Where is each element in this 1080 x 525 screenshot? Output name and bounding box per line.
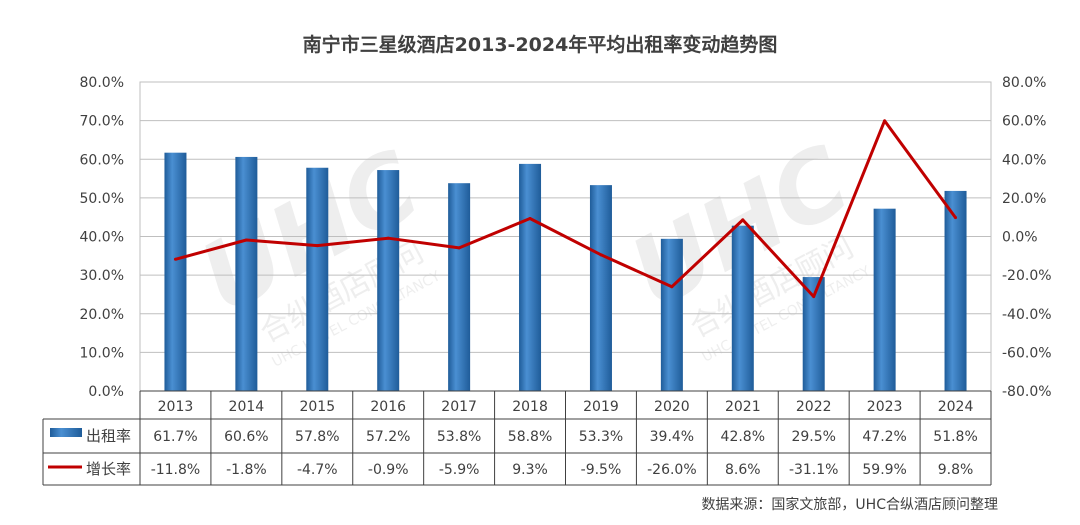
bar-2015 xyxy=(306,167,329,391)
x-tick-label: 2023 xyxy=(867,399,903,415)
y-left-tick-label: 50.0% xyxy=(80,191,124,207)
x-tick-label: 2013 xyxy=(158,399,194,415)
bar-2019 xyxy=(589,185,612,391)
x-tick-label: 2016 xyxy=(370,399,406,415)
y-left-tick-label: 0.0% xyxy=(88,384,124,400)
table-cell-growth: -4.7% xyxy=(297,462,338,478)
line-series xyxy=(173,119,958,299)
line-point-2020 xyxy=(670,285,674,289)
table-cell-growth: 9.3% xyxy=(512,462,548,478)
y-left-tick-label: 40.0% xyxy=(80,230,124,246)
table-cell-growth: -0.9% xyxy=(368,462,409,478)
y-right-tick-label: -60.0% xyxy=(1002,345,1052,361)
legend-bar-swatch xyxy=(50,428,82,437)
y-right-tick-label: 80.0% xyxy=(1002,75,1046,91)
line-point-2017 xyxy=(457,246,461,250)
bar-2020 xyxy=(660,238,683,391)
legend-line-label: 增长率 xyxy=(86,460,131,478)
bar-2017 xyxy=(448,183,471,391)
line-point-2014 xyxy=(244,238,248,242)
y-left-tick-label: 80.0% xyxy=(80,75,124,91)
bar-2023 xyxy=(873,208,896,391)
line-point-2015 xyxy=(315,244,319,248)
y-right-tick-label: 20.0% xyxy=(1002,191,1046,207)
table-cell-occupancy: 53.8% xyxy=(437,429,481,445)
table-cell-occupancy: 60.6% xyxy=(224,429,268,445)
growth-line xyxy=(175,119,957,299)
table-cell-occupancy: 29.5% xyxy=(791,429,835,445)
table-cell-occupancy: 39.4% xyxy=(650,429,694,445)
y-left-tick-label: 30.0% xyxy=(80,268,124,284)
line-point-2019 xyxy=(599,253,603,257)
table-cell-occupancy: 57.8% xyxy=(295,429,339,445)
data-table: 2013 2014 2015 2016 2017 2018 2019 2020 2021 2022… xyxy=(42,390,992,486)
bar-2013 xyxy=(164,152,187,391)
axes: 0.0% 10.0% 20.0% 30.0% 40.0% 50.0% 60.0% 70.0% 8… xyxy=(80,75,1052,400)
table-cell-occupancy: 51.8% xyxy=(933,429,977,445)
x-tick-label: 2017 xyxy=(441,399,477,415)
source-note: 数据来源：国家文旅部，UHC合纵酒店顾问整理 xyxy=(701,497,998,513)
table-cell-occupancy: 61.7% xyxy=(153,429,197,445)
bar-2016 xyxy=(377,170,400,391)
y-right-tick-label: 60.0% xyxy=(1002,114,1046,130)
x-tick-label: 2014 xyxy=(229,399,265,415)
x-tick-label: 2018 xyxy=(512,399,548,415)
chart-title: 南宁市三星级酒店2013-2024年平均出租率变动趋势图 xyxy=(302,34,778,56)
x-tick-label: 2020 xyxy=(654,399,690,415)
y-right-tick-label: -20.0% xyxy=(1002,268,1052,284)
bar-2022 xyxy=(802,277,825,391)
x-tick-label: 2024 xyxy=(938,399,974,415)
bar-2021 xyxy=(731,225,754,391)
table-cell-occupancy: 57.2% xyxy=(366,429,410,445)
y-left-tick-label: 70.0% xyxy=(80,114,124,130)
table-cell-growth: -5.9% xyxy=(439,462,480,478)
table-cell-growth: -1.8% xyxy=(226,462,267,478)
bar-2024 xyxy=(944,190,967,391)
line-point-2024 xyxy=(954,216,958,220)
y-right-tick-label: 0.0% xyxy=(1002,230,1038,246)
y-right-tick-label: 40.0% xyxy=(1002,152,1046,168)
x-tick-label: 2021 xyxy=(725,399,761,415)
line-point-2016 xyxy=(386,236,390,240)
table-cell-occupancy: 58.8% xyxy=(508,429,552,445)
x-tick-label: 2019 xyxy=(583,399,619,415)
table-cell-occupancy: 42.8% xyxy=(721,429,765,445)
line-point-2021 xyxy=(741,218,745,222)
bar-2018 xyxy=(519,163,542,391)
table-cell-growth: -9.5% xyxy=(581,462,622,478)
x-tick-label: 2015 xyxy=(299,399,335,415)
table-cell-growth: -11.8% xyxy=(151,462,201,478)
line-point-2013 xyxy=(173,257,177,261)
table-cell-growth: -31.1% xyxy=(789,462,839,478)
bar-2014 xyxy=(235,156,258,391)
legend-bar-label: 出租率 xyxy=(86,427,131,445)
table-cell-growth: 8.6% xyxy=(725,462,761,478)
table-cell-growth: 59.9% xyxy=(862,462,906,478)
table-cell-growth: 9.8% xyxy=(938,462,974,478)
table-cell-occupancy: 53.3% xyxy=(579,429,623,445)
y-right-tick-label: -40.0% xyxy=(1002,307,1052,323)
table-cell-occupancy: 47.2% xyxy=(862,429,906,445)
line-point-2022 xyxy=(812,295,816,299)
table-cell-growth: -26.0% xyxy=(647,462,697,478)
y-left-tick-label: 20.0% xyxy=(80,307,124,323)
line-point-2018 xyxy=(528,217,532,221)
line-point-2023 xyxy=(883,119,887,123)
y-left-tick-label: 10.0% xyxy=(80,345,124,361)
x-tick-label: 2022 xyxy=(796,399,832,415)
y-left-tick-label: 60.0% xyxy=(80,152,124,168)
y-right-tick-label: -80.0% xyxy=(1002,384,1052,400)
